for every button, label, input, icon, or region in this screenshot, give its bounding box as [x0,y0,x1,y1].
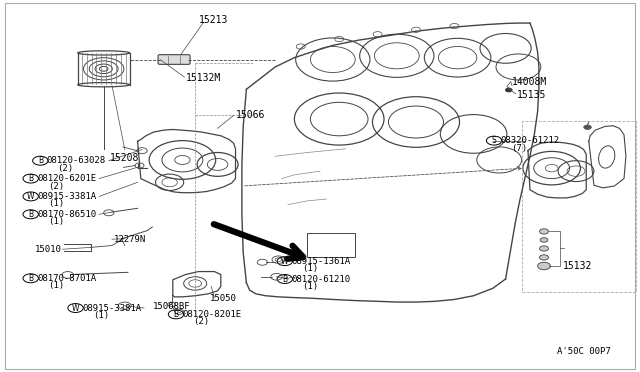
Circle shape [540,246,548,251]
Text: (1): (1) [302,282,318,291]
Text: 08120-6201E: 08120-6201E [37,174,96,183]
Circle shape [540,238,548,242]
Text: (1): (1) [48,281,64,290]
Text: 08120-8201E: 08120-8201E [182,310,241,319]
Text: B: B [282,275,287,283]
Text: B: B [28,274,33,283]
Text: 08320-61212: 08320-61212 [500,136,559,145]
Text: 15132M: 15132M [186,73,221,83]
Text: A'50C 00P7: A'50C 00P7 [557,347,611,356]
Circle shape [584,125,591,129]
Text: B: B [173,310,179,319]
Text: 15050: 15050 [210,294,237,303]
Text: 15010: 15010 [35,245,62,254]
Text: 12279N: 12279N [114,235,146,244]
Text: 15068BF: 15068BF [153,302,190,311]
FancyBboxPatch shape [158,55,190,64]
Text: W: W [281,257,289,266]
Text: 15132: 15132 [563,261,593,271]
Text: 14008M: 14008M [512,77,547,87]
Text: W: W [27,192,35,201]
Text: (2): (2) [193,317,209,326]
Text: B: B [28,174,33,183]
Text: 08170-8701A: 08170-8701A [37,274,96,283]
Circle shape [506,88,512,92]
Text: 15066: 15066 [236,110,265,120]
Text: (2): (2) [48,182,64,190]
Text: (1): (1) [48,217,64,226]
Bar [307,232,355,257]
Text: B: B [38,156,43,165]
Text: 15135: 15135 [517,90,547,100]
Text: 08915-1361A: 08915-1361A [291,257,350,266]
Text: B: B [28,210,33,219]
Text: (1): (1) [302,264,318,273]
Text: (1): (1) [48,199,64,208]
Text: (7): (7) [511,144,527,153]
Circle shape [540,255,548,260]
Text: W: W [72,304,79,312]
Text: 08120-63028: 08120-63028 [46,156,105,165]
Text: (1): (1) [93,311,109,320]
Text: 08120-61210: 08120-61210 [291,275,350,283]
Text: (2): (2) [58,164,74,173]
Circle shape [538,262,550,270]
Text: S: S [492,136,497,145]
Text: 15213: 15213 [198,16,228,25]
Text: 08915-3381A: 08915-3381A [37,192,96,201]
Text: 08170-86510: 08170-86510 [37,210,96,219]
Text: 08915-3381A: 08915-3381A [82,304,141,312]
Circle shape [540,229,548,234]
Bar [522,121,636,292]
Text: 15208: 15208 [110,153,140,163]
